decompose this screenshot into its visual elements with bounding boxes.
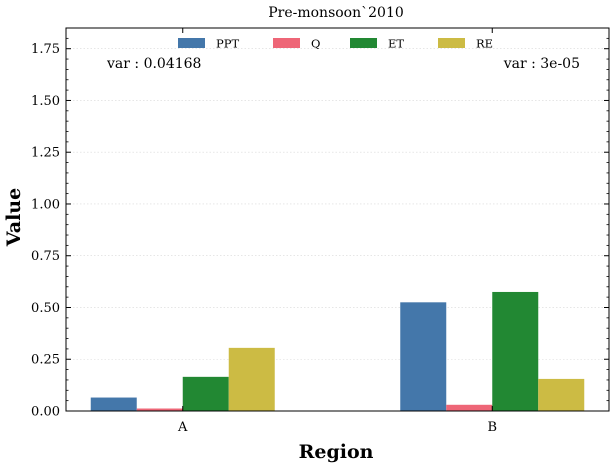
bar-q-a bbox=[136, 408, 183, 411]
y-tick-label: 0.50 bbox=[31, 301, 60, 316]
chart-title: Pre-monsoon`2010 bbox=[268, 5, 404, 21]
y-tick-label: 1.00 bbox=[31, 197, 60, 212]
annotation-variance-a: var : 0.04168 bbox=[106, 56, 201, 72]
bars bbox=[90, 291, 585, 411]
legend-label-re: RE bbox=[476, 37, 493, 51]
legend-label-ppt: PPT bbox=[216, 37, 239, 51]
legend-swatch-ppt bbox=[178, 38, 205, 48]
bar-ppt-b bbox=[400, 302, 447, 411]
bar-re-b bbox=[538, 378, 585, 411]
y-tick-label: 0.25 bbox=[31, 353, 60, 368]
bar-et-b bbox=[492, 291, 539, 411]
legend-label-et: ET bbox=[388, 37, 404, 51]
y-tick-label: 1.50 bbox=[31, 94, 60, 109]
legend-swatch-re bbox=[438, 38, 465, 48]
legend: PPT Q ET RE bbox=[178, 37, 493, 51]
annotation-variance-b: var : 3e-05 bbox=[503, 56, 580, 72]
y-tick-label: 1.25 bbox=[31, 146, 60, 161]
bar-re-a bbox=[228, 347, 275, 411]
x-tick-label: B bbox=[487, 420, 497, 435]
axes: 0.00 0.25 0.50 0.75 1.00 1.25 1.50 1.75 A B bbox=[31, 27, 610, 435]
x-tick-label: A bbox=[177, 420, 188, 435]
y-tick-label: 0.75 bbox=[31, 249, 60, 264]
legend-swatch-q bbox=[273, 38, 300, 48]
legend-label-q: Q bbox=[311, 37, 320, 51]
plot-frame bbox=[65, 27, 610, 412]
legend-swatch-et bbox=[350, 38, 377, 48]
bar-et-a bbox=[182, 376, 229, 411]
y-tick-label: 0.00 bbox=[31, 405, 60, 420]
y-axis-label: Value bbox=[3, 188, 25, 247]
y-tick-label: 1.75 bbox=[31, 42, 60, 57]
bar-ppt-a bbox=[90, 397, 137, 411]
bar-q-b bbox=[446, 404, 493, 411]
x-axis-label: Region bbox=[299, 441, 374, 463]
